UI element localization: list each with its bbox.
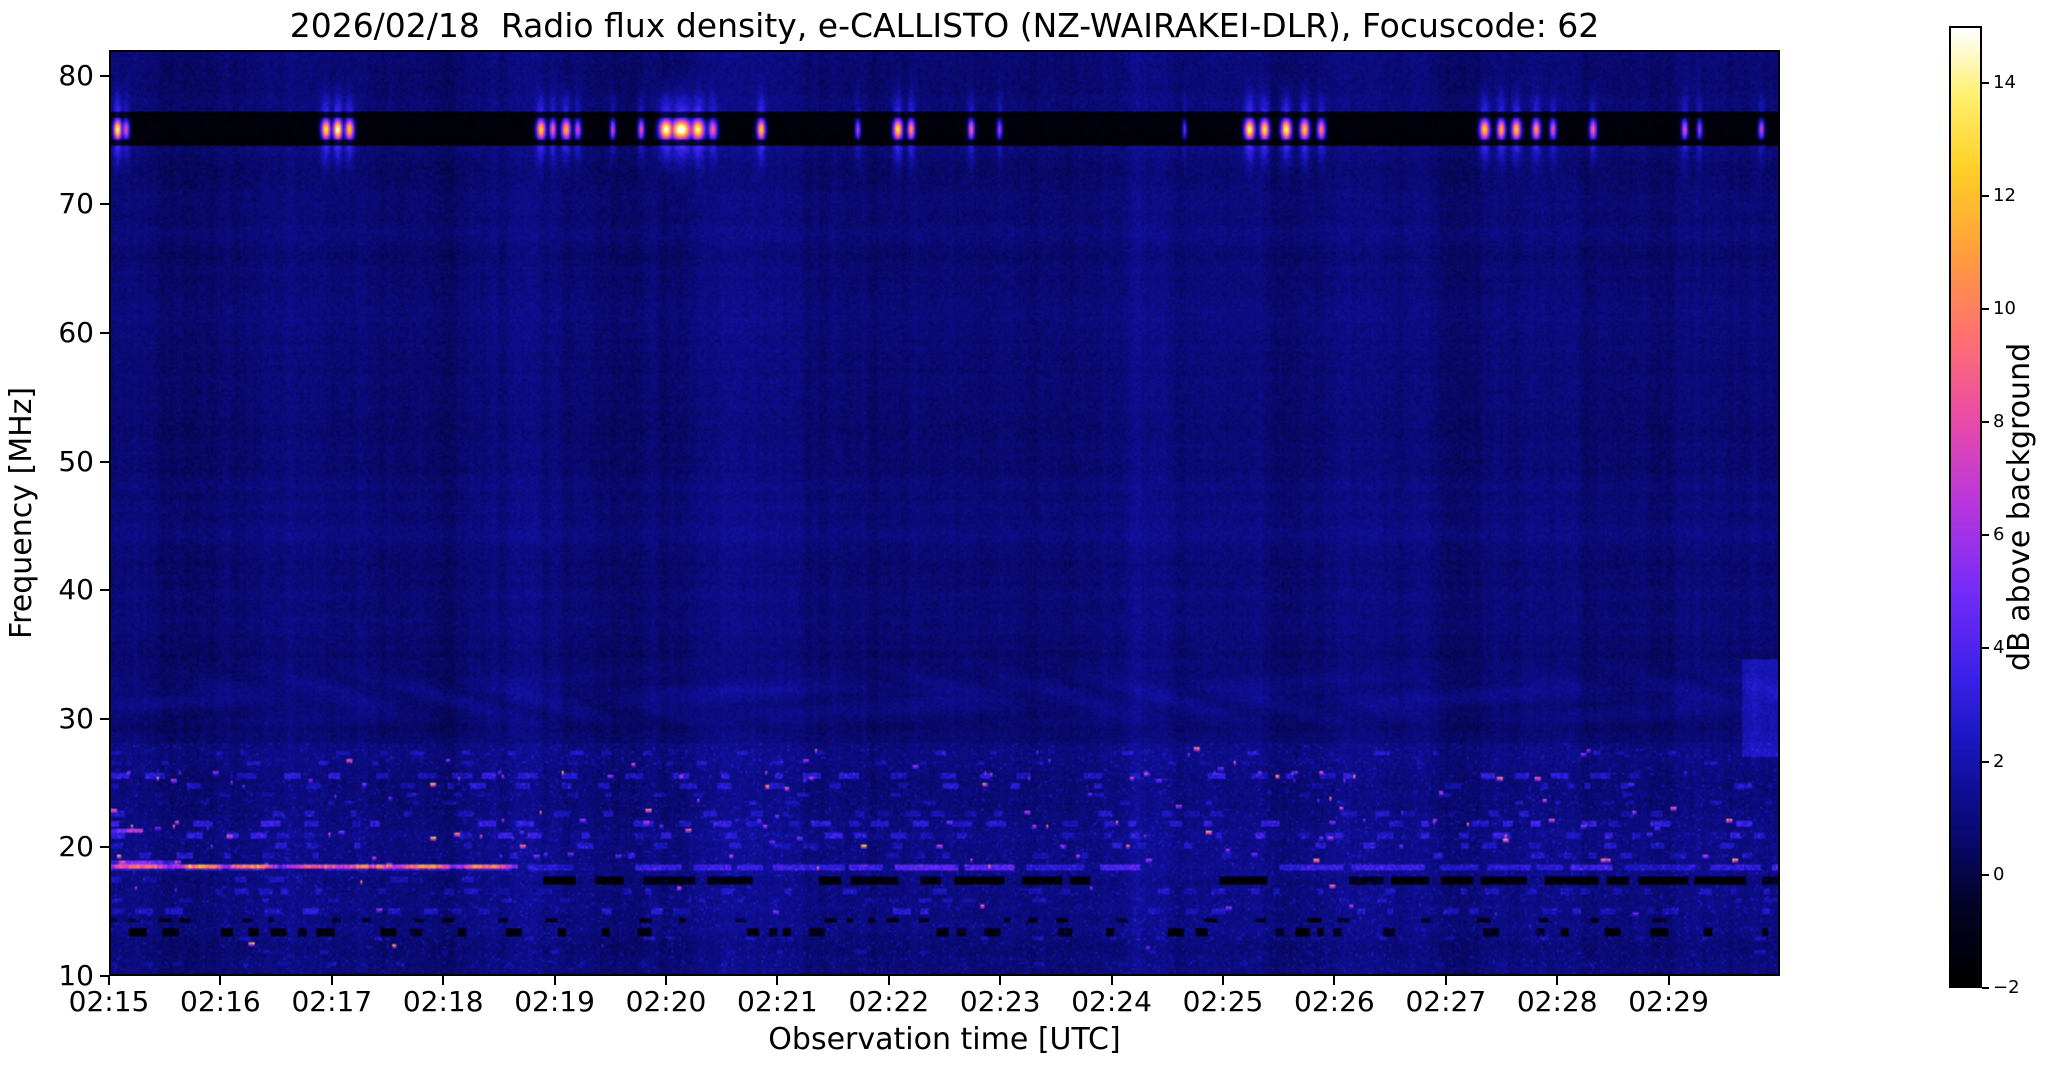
x-tick-label: 02:29: [1628, 985, 1709, 1018]
x-tick-mark: [665, 976, 667, 985]
x-tick-label: 02:27: [1405, 985, 1487, 1018]
x-tick-mark: [1556, 976, 1559, 985]
x-tick-label: 02:20: [625, 985, 707, 1018]
colorbar-tick-mark: [1982, 421, 1989, 424]
chart-title: 2026/02/18 Radio flux density, e-CALLIST…: [289, 6, 1600, 45]
x-tick-label: 02:22: [848, 985, 930, 1018]
colorbar-tick-label: 8: [1993, 411, 2005, 433]
y-tick-mark: [100, 717, 109, 720]
x-tick-mark: [1222, 976, 1224, 985]
y-tick-label: 20: [58, 830, 94, 864]
colorbar-tick-label: −2: [1993, 977, 2020, 998]
x-tick-mark: [553, 976, 556, 985]
colorbar-tick-label: 6: [1993, 524, 2005, 546]
x-tick-label: 02:15: [68, 985, 150, 1018]
colorbar-tick-label: 14: [1993, 71, 2016, 93]
y-tick-mark: [100, 74, 109, 77]
colorbar-tick-label: 12: [1993, 184, 2016, 206]
x-tick-mark: [330, 976, 333, 985]
colorbar-tick-mark: [1982, 760, 1989, 763]
x-tick-mark: [887, 976, 890, 985]
x-tick-label: 02:28: [1516, 985, 1598, 1018]
y-tick-label: 40: [58, 573, 94, 607]
x-axis-label: Observation time [UTC]: [768, 1022, 1121, 1057]
colorbar-tick-mark: [1982, 307, 1989, 310]
plot-area: [109, 50, 1780, 976]
y-tick-label: 10: [58, 959, 94, 992]
colorbar-label: dB above background: [2002, 342, 2037, 672]
x-tick-mark: [108, 976, 110, 985]
y-tick-label: 60: [58, 315, 94, 349]
y-tick-label: 70: [58, 187, 94, 221]
colorbar-tick-mark: [1982, 647, 1989, 650]
y-tick-label: 30: [58, 701, 94, 735]
x-tick-mark: [1333, 976, 1336, 985]
colorbar-tick-mark: [1982, 873, 1989, 876]
y-tick-mark: [100, 460, 109, 463]
x-tick-label: 02:18: [402, 985, 484, 1018]
x-tick-mark: [442, 976, 445, 985]
x-tick-mark: [1444, 976, 1447, 985]
spectrogram-heatmap: [111, 52, 1778, 974]
y-tick-mark: [100, 589, 109, 592]
x-tick-label: 02:17: [291, 985, 373, 1018]
y-tick-mark: [100, 975, 109, 977]
x-tick-mark: [999, 976, 1002, 985]
colorbar-tick-label: 0: [1993, 863, 2005, 885]
colorbar-tick-mark: [1982, 987, 1989, 989]
colorbar: [1949, 26, 1982, 988]
y-tick-label: 50: [58, 444, 94, 478]
x-tick-label: 02:23: [959, 985, 1041, 1018]
y-tick-mark: [100, 331, 109, 334]
y-tick-mark: [100, 846, 109, 849]
colorbar-tick-mark: [1982, 81, 1989, 84]
x-tick-label: 02:16: [180, 985, 261, 1018]
x-tick-mark: [1667, 976, 1670, 985]
x-tick-label: 02:25: [1182, 985, 1264, 1018]
x-tick-label: 02:21: [737, 985, 818, 1018]
x-tick-label: 02:24: [1071, 985, 1152, 1018]
colorbar-tick-label: 2: [1993, 750, 2005, 772]
y-tick-mark: [100, 203, 109, 206]
colorbar-tick-label: 4: [1993, 637, 2005, 659]
colorbar-tick-mark: [1982, 194, 1989, 197]
colorbar-gradient: [1951, 28, 1980, 986]
x-tick-label: 02:26: [1294, 985, 1375, 1018]
x-tick-label: 02:19: [514, 985, 595, 1018]
x-tick-mark: [1110, 976, 1113, 985]
x-tick-mark: [219, 976, 222, 985]
y-tick-label: 80: [58, 58, 94, 92]
x-tick-mark: [776, 976, 779, 985]
colorbar-tick-mark: [1982, 534, 1989, 537]
colorbar-tick-label: 10: [1993, 297, 2016, 319]
